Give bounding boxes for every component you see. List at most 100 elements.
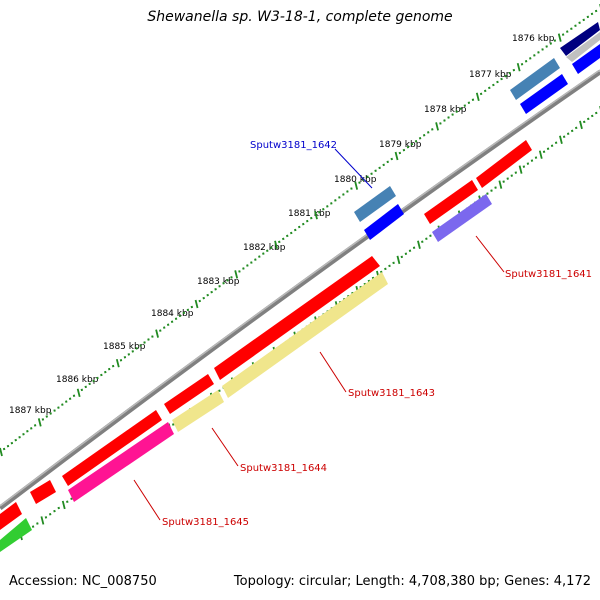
scale-tick xyxy=(84,385,87,389)
scale-label: 1879 kbp xyxy=(379,140,422,150)
scale-tick xyxy=(123,356,127,359)
scale-tick xyxy=(250,261,253,264)
scale-tick xyxy=(40,516,45,525)
scale-tick xyxy=(562,135,566,139)
scale-tick xyxy=(33,424,37,427)
scale-tick xyxy=(578,21,581,25)
scale-tick xyxy=(6,444,10,448)
scale-tick xyxy=(72,394,76,398)
scale-tick xyxy=(230,276,233,279)
gene-feature[interactable] xyxy=(214,256,380,380)
scale-tick xyxy=(557,33,562,42)
scale-tick xyxy=(131,350,134,353)
scale-tick xyxy=(417,240,421,249)
scale-tick xyxy=(518,165,523,174)
scale-label: 1885 kbp xyxy=(103,342,146,352)
scale-tick xyxy=(570,129,574,133)
gene-feature[interactable] xyxy=(354,186,396,222)
scale-tick xyxy=(48,512,52,516)
gene-feature[interactable] xyxy=(476,140,532,188)
scale-tick xyxy=(194,299,199,309)
scale-tick xyxy=(566,30,569,33)
scale-tick xyxy=(37,418,42,427)
gene-feature[interactable] xyxy=(572,44,600,74)
scale-tick xyxy=(70,497,73,500)
scale-tick xyxy=(218,284,221,288)
scale-tick xyxy=(435,122,439,131)
scale-tick xyxy=(262,252,265,255)
gene-feature[interactable] xyxy=(0,518,32,552)
scale-tick xyxy=(398,151,402,155)
scale-tick xyxy=(66,500,69,504)
gene-feature[interactable] xyxy=(560,22,600,56)
scale-ticks-outer xyxy=(0,4,600,457)
gene-feature[interactable] xyxy=(68,422,174,502)
scale-tick xyxy=(334,199,337,202)
scale-tick xyxy=(190,305,194,309)
scale-tick xyxy=(429,234,432,237)
gene-feature[interactable] xyxy=(222,272,388,398)
scale-tick xyxy=(439,122,442,125)
gene-feature[interactable] xyxy=(0,502,22,530)
scale-tick xyxy=(330,202,333,205)
scale-tick xyxy=(546,147,550,150)
scale-tick xyxy=(186,308,190,312)
scale-tick xyxy=(382,163,385,167)
scale-tick xyxy=(111,364,115,368)
scale-tick xyxy=(390,157,393,161)
scale-tick xyxy=(242,267,245,270)
scale-tick xyxy=(127,353,131,356)
gene-feature[interactable] xyxy=(566,32,600,62)
gene-label[interactable]: Sputw3181_1641 xyxy=(505,269,592,280)
gene-feature[interactable] xyxy=(432,194,492,242)
scale-tick xyxy=(49,412,52,415)
scale-tick xyxy=(302,222,305,226)
scale-tick xyxy=(147,338,150,341)
scale-tick xyxy=(107,367,111,371)
gene-label[interactable]: Sputw3181_1642 xyxy=(250,140,337,151)
gene-feature[interactable] xyxy=(520,74,568,114)
scale-tick xyxy=(10,441,14,445)
scale-tick xyxy=(574,24,577,28)
gene-feature[interactable] xyxy=(424,180,478,224)
scale-tick xyxy=(218,389,221,392)
gene-label[interactable]: Sputw3181_1644 xyxy=(240,463,327,474)
gene-feature[interactable] xyxy=(364,204,404,240)
scale-tick xyxy=(514,171,518,174)
scale-tick xyxy=(41,418,45,421)
scale-tick xyxy=(346,190,349,193)
scale-tick xyxy=(384,267,387,271)
scale-tick xyxy=(412,246,416,250)
gene-feature[interactable] xyxy=(164,374,214,414)
scale-tick xyxy=(104,370,107,374)
scale-tick xyxy=(278,240,281,244)
scale-tick xyxy=(326,205,329,208)
gene-feature[interactable] xyxy=(30,480,56,504)
gene-label[interactable]: Sputw3181_1643 xyxy=(348,388,435,399)
scale-tick xyxy=(594,9,598,13)
scale-tick xyxy=(502,180,505,183)
scale-tick xyxy=(342,193,345,196)
scale-tick xyxy=(358,181,361,184)
scale-tick xyxy=(57,506,60,510)
scale-tick xyxy=(394,151,399,161)
scale-tick xyxy=(402,148,406,152)
gene-feature[interactable] xyxy=(510,58,560,100)
scale-tick xyxy=(0,447,3,457)
scale-tick xyxy=(274,240,278,250)
scale-tick xyxy=(414,139,418,143)
scale-tick xyxy=(451,113,454,116)
gene-feature[interactable] xyxy=(62,410,162,486)
scale-tick xyxy=(586,15,590,19)
scale-tick xyxy=(443,119,446,122)
scale-label: 1878 kbp xyxy=(424,105,467,115)
gene-feature[interactable] xyxy=(172,390,224,432)
scale-tick xyxy=(447,116,450,119)
scale-tick xyxy=(388,264,391,268)
scale-tick xyxy=(2,447,6,451)
scale-tick xyxy=(374,169,377,173)
scale-tick xyxy=(198,299,201,303)
gene-label[interactable]: Sputw3181_1645 xyxy=(162,517,249,528)
